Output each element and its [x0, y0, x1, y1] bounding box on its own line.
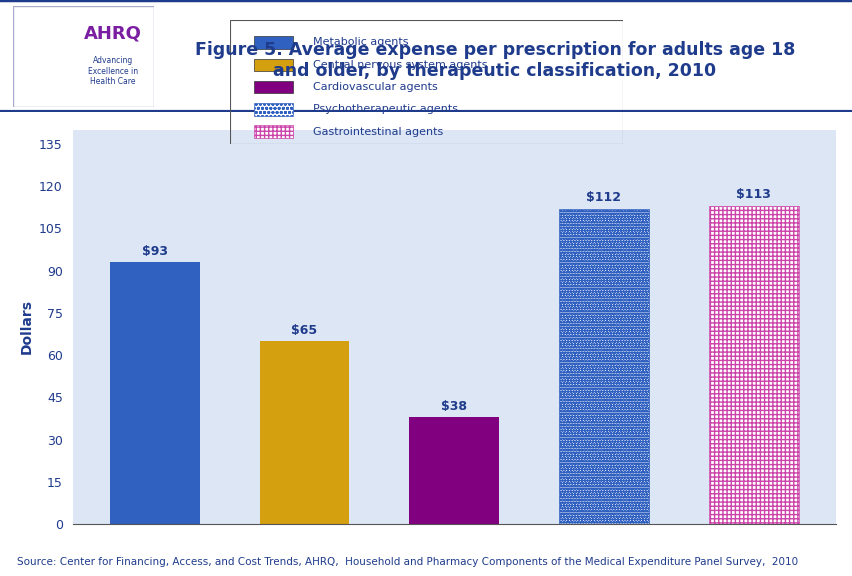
Text: Metabolic agents: Metabolic agents — [313, 37, 408, 47]
Bar — [708, 206, 797, 524]
Bar — [254, 59, 293, 71]
Bar — [254, 103, 293, 116]
Bar — [254, 126, 293, 138]
Text: $113: $113 — [735, 188, 770, 202]
Text: $93: $93 — [141, 245, 168, 258]
Text: Psychotherapeutic agents: Psychotherapeutic agents — [313, 104, 458, 114]
Text: Figure 5. Average expense per prescription for adults age 18
and older, by thera: Figure 5. Average expense per prescripti… — [194, 41, 794, 80]
Text: Cardiovascular agents: Cardiovascular agents — [313, 82, 437, 92]
Y-axis label: Dollars: Dollars — [20, 300, 33, 354]
Text: $65: $65 — [291, 324, 317, 337]
Bar — [110, 262, 199, 524]
Text: $112: $112 — [585, 191, 621, 204]
Bar — [254, 36, 293, 48]
Text: $38: $38 — [440, 400, 467, 413]
Bar — [409, 417, 498, 524]
Text: Gastrointestinal agents: Gastrointestinal agents — [313, 127, 442, 137]
Text: Advancing
Excellence in
Health Care: Advancing Excellence in Health Care — [88, 56, 138, 86]
Bar — [254, 81, 293, 93]
Text: Central nervous system agents: Central nervous system agents — [313, 60, 486, 70]
Text: Source: Center for Financing, Access, and Cost Trends, AHRQ,  Household and Phar: Source: Center for Financing, Access, an… — [17, 558, 797, 567]
Bar — [259, 341, 349, 524]
Text: AHRQ: AHRQ — [84, 25, 141, 43]
Bar — [558, 209, 648, 524]
